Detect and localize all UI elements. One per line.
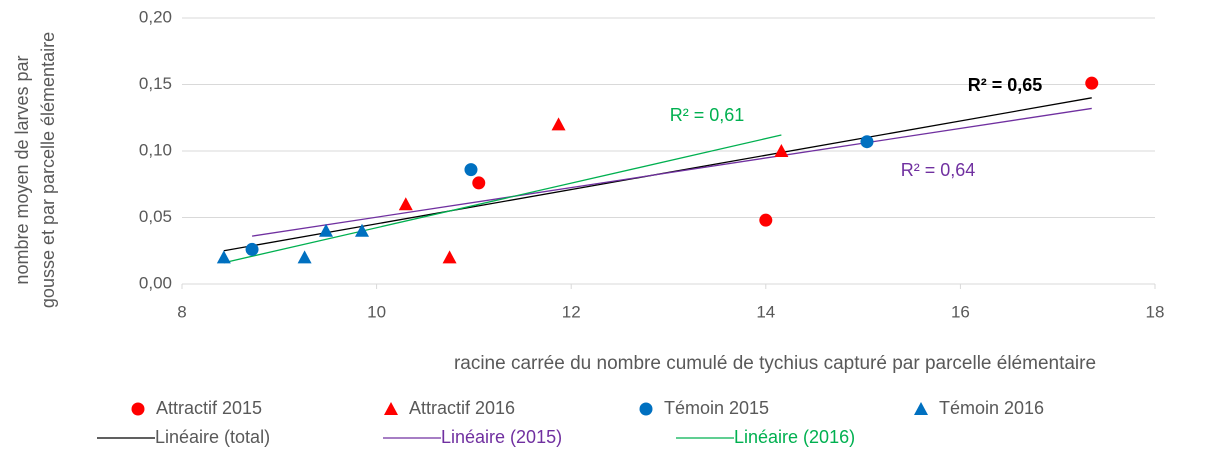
point bbox=[442, 250, 457, 264]
point bbox=[319, 223, 334, 237]
point bbox=[398, 197, 413, 211]
legend-label: Linéaire (2016) bbox=[734, 427, 855, 447]
y-tick-label: 0,10 bbox=[139, 140, 172, 159]
y-axis-label: nombre moyen de larves par bbox=[12, 55, 32, 284]
point bbox=[355, 223, 370, 237]
legend-marker bbox=[131, 402, 145, 416]
point bbox=[860, 135, 874, 149]
x-tick-label: 10 bbox=[367, 302, 386, 321]
legend-label: Linéaire (2015) bbox=[441, 427, 562, 447]
legend-label: Attractif 2016 bbox=[409, 398, 515, 418]
legend-label: Attractif 2015 bbox=[156, 398, 262, 418]
point bbox=[472, 176, 486, 190]
y-tick-label: 0,15 bbox=[139, 74, 172, 93]
annotation: R² = 0,64 bbox=[901, 160, 976, 180]
x-tick-label: 18 bbox=[1146, 302, 1165, 321]
legend-label: Témoin 2016 bbox=[939, 398, 1044, 418]
legend-label: Linéaire (total) bbox=[155, 427, 270, 447]
trend-line bbox=[251, 107, 1092, 237]
trend-line bbox=[223, 134, 782, 264]
point bbox=[464, 163, 478, 177]
x-axis-label: racine carrée du nombre cumulé de tychiu… bbox=[454, 353, 1096, 374]
y-tick-label: 0,05 bbox=[139, 207, 172, 226]
point bbox=[759, 213, 773, 227]
x-tick-label: 12 bbox=[562, 302, 581, 321]
legend-marker bbox=[639, 402, 653, 416]
point bbox=[297, 250, 312, 264]
legend-label: Témoin 2015 bbox=[664, 398, 769, 418]
x-tick-label: 16 bbox=[951, 302, 970, 321]
x-tick-label: 14 bbox=[756, 302, 775, 321]
x-tick-label: 8 bbox=[177, 302, 186, 321]
y-tick-label: 0,00 bbox=[139, 273, 172, 292]
point bbox=[1085, 76, 1099, 90]
legend-marker bbox=[914, 402, 928, 415]
point bbox=[551, 117, 566, 131]
point bbox=[774, 144, 789, 157]
annotation: R² = 0,65 bbox=[968, 75, 1043, 95]
annotation: R² = 0,61 bbox=[670, 105, 745, 125]
y-tick-label: 0,20 bbox=[139, 7, 172, 26]
point bbox=[245, 242, 259, 256]
legend-marker bbox=[384, 402, 398, 415]
y-axis-label: gousse et par parcelle élémentaire bbox=[38, 32, 58, 308]
point bbox=[216, 250, 231, 264]
